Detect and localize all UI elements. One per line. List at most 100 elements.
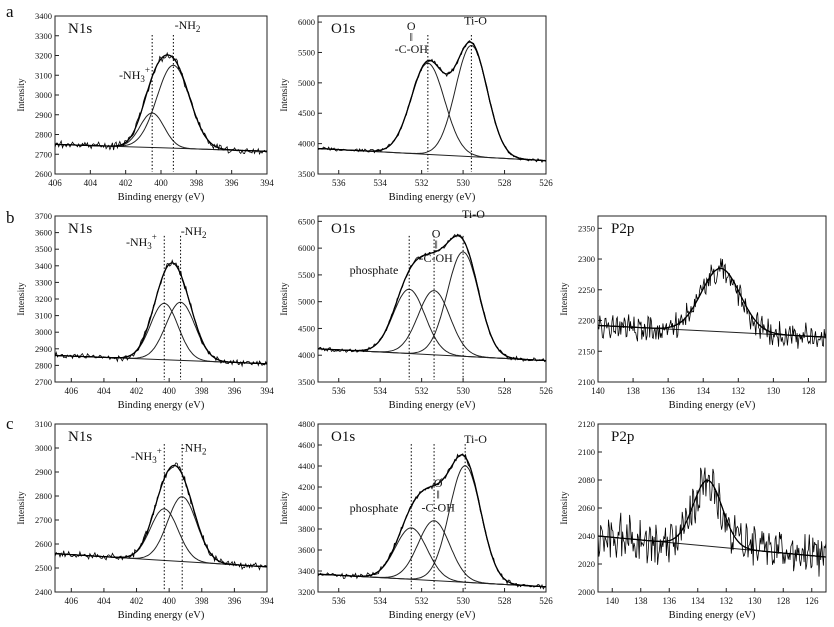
panel-a-n1s: 406 404 402 400 398 396 394 2600 2700 2800 2900 300… bbox=[17, 11, 274, 203]
x-tick-label: 530 bbox=[456, 178, 470, 188]
y-tick-label: 3400 bbox=[35, 261, 52, 271]
peak-annotation: -NH3+ bbox=[126, 232, 157, 251]
y-tick-label: 2150 bbox=[578, 346, 595, 356]
panel-b-n1s: 406 404 402 400 398 396 394 2700 2800 2900 3000 310… bbox=[17, 211, 274, 411]
y-tick-label: 2300 bbox=[578, 254, 595, 264]
raw-spectrum bbox=[318, 453, 546, 590]
x-tick-label: 138 bbox=[634, 596, 648, 606]
y-tick-label: 2900 bbox=[35, 344, 52, 354]
peak-annotation: O bbox=[407, 19, 416, 33]
x-axis-label: Binding energy (eV) bbox=[389, 192, 476, 203]
panel-title: N1s bbox=[68, 221, 92, 237]
y-tick-label: 2900 bbox=[35, 110, 52, 120]
x-tick-label: 398 bbox=[195, 386, 209, 396]
x-tick-label: 394 bbox=[260, 178, 274, 188]
raw-spectrum bbox=[55, 51, 267, 156]
x-tick-label: 404 bbox=[97, 386, 111, 396]
x-tick-label: 528 bbox=[498, 178, 512, 188]
x-tick-label: 400 bbox=[154, 178, 168, 188]
component-peak bbox=[318, 465, 546, 588]
x-tick-label: 394 bbox=[260, 596, 274, 606]
panel-c-o1s: 536 534 532 530 528 526 3200 3400 3600 3800 4000 42… bbox=[280, 419, 553, 621]
peak-annotation: -C-OH bbox=[395, 42, 429, 56]
y-tick-label: 3300 bbox=[35, 277, 52, 287]
y-tick-label: 2400 bbox=[35, 587, 52, 597]
envelope-fit bbox=[55, 54, 267, 152]
peak-annotation: -NH3+ bbox=[119, 65, 150, 84]
y-tick-label: 3400 bbox=[298, 566, 315, 576]
panel-a-o1s: 536 534 532 530 528 526 3500 4000 4500 5000 5500 60… bbox=[280, 14, 553, 203]
peak-annotation: Ti-O bbox=[464, 432, 487, 446]
x-tick-label: 130 bbox=[767, 386, 781, 396]
y-tick-label: 3200 bbox=[298, 587, 315, 597]
x-tick-label: 526 bbox=[539, 386, 553, 396]
panel-title: N1s bbox=[68, 21, 92, 37]
x-tick-label: 396 bbox=[228, 386, 242, 396]
x-tick-label: 406 bbox=[65, 386, 79, 396]
y-tick-label: 6000 bbox=[298, 243, 315, 253]
component-peak bbox=[318, 44, 546, 162]
component-peak bbox=[55, 64, 267, 152]
x-tick-label: 528 bbox=[498, 386, 512, 396]
panel-b-p2p: 140 138 136 134 132 130 128 2100 2150 2200 2250 230… bbox=[560, 215, 827, 411]
peak-annotation: -C-OH bbox=[419, 251, 453, 265]
y-tick-label: 2060 bbox=[578, 503, 595, 513]
x-tick-label: 406 bbox=[48, 178, 62, 188]
x-tick-label: 128 bbox=[802, 386, 816, 396]
peak-annotation: O bbox=[434, 476, 443, 490]
y-tick-label: 2200 bbox=[578, 316, 595, 326]
y-tick-label: 3000 bbox=[35, 90, 52, 100]
panel-title: O1s bbox=[331, 21, 355, 37]
raw-spectrum bbox=[55, 462, 267, 571]
component-peak bbox=[318, 520, 546, 588]
row-label-c: c bbox=[6, 414, 14, 433]
plot-frame bbox=[317, 15, 547, 175]
peak-annotation: ǁ bbox=[434, 238, 437, 252]
y-tick-label: 3200 bbox=[35, 51, 52, 61]
y-tick-label: 2500 bbox=[35, 563, 52, 573]
envelope-fit bbox=[598, 267, 826, 338]
x-tick-label: 396 bbox=[225, 178, 239, 188]
y-tick-label: 2800 bbox=[35, 491, 52, 501]
x-tick-label: 136 bbox=[663, 596, 677, 606]
peak-annotation: -NH2 bbox=[175, 18, 201, 34]
x-tick-label: 140 bbox=[606, 596, 620, 606]
y-tick-label: 2250 bbox=[578, 285, 595, 295]
x-tick-label: 128 bbox=[777, 596, 791, 606]
y-tick-label: 2700 bbox=[35, 515, 52, 525]
y-tick-label: 2100 bbox=[578, 377, 595, 387]
y-tick-label: 5500 bbox=[298, 270, 315, 280]
panel-c-n1s: 406 404 402 400 398 396 394 2400 2500 2600 2700 280… bbox=[17, 419, 274, 621]
peak-annotation: Ti-O bbox=[462, 207, 485, 221]
peak-annotation: phosphate bbox=[350, 263, 399, 277]
x-tick-label: 534 bbox=[373, 386, 387, 396]
x-tick-label: 406 bbox=[65, 596, 79, 606]
x-tick-label: 402 bbox=[130, 596, 144, 606]
x-tick-label: 532 bbox=[415, 178, 429, 188]
y-tick-label: 2800 bbox=[35, 360, 52, 370]
y-tick-label: 4200 bbox=[298, 482, 315, 492]
x-tick-label: 398 bbox=[190, 178, 204, 188]
y-tick-label: 4400 bbox=[298, 461, 315, 471]
y-tick-label: 3100 bbox=[35, 419, 52, 429]
plot-frame bbox=[597, 215, 827, 383]
x-tick-label: 136 bbox=[661, 386, 675, 396]
y-axis-label: Intensity bbox=[560, 282, 570, 315]
raw-spectrum bbox=[55, 259, 267, 368]
y-tick-label: 5500 bbox=[298, 47, 315, 57]
x-tick-label: 536 bbox=[332, 178, 346, 188]
y-axis-label: Intensity bbox=[17, 491, 27, 524]
component-peak bbox=[318, 527, 546, 588]
y-axis-label: Intensity bbox=[280, 282, 290, 315]
x-tick-label: 130 bbox=[748, 596, 762, 606]
row-label-b: b bbox=[6, 208, 15, 227]
row-label-a: a bbox=[6, 2, 14, 21]
y-tick-label: 2100 bbox=[578, 447, 595, 457]
x-tick-label: 402 bbox=[119, 178, 133, 188]
x-tick-label: 394 bbox=[260, 386, 274, 396]
x-axis-label: Binding energy (eV) bbox=[669, 400, 756, 411]
peak-annotation: -NH3+ bbox=[131, 446, 162, 465]
x-axis-label: Binding energy (eV) bbox=[669, 610, 756, 621]
y-tick-label: 2040 bbox=[578, 531, 595, 541]
x-tick-label: 402 bbox=[130, 386, 144, 396]
